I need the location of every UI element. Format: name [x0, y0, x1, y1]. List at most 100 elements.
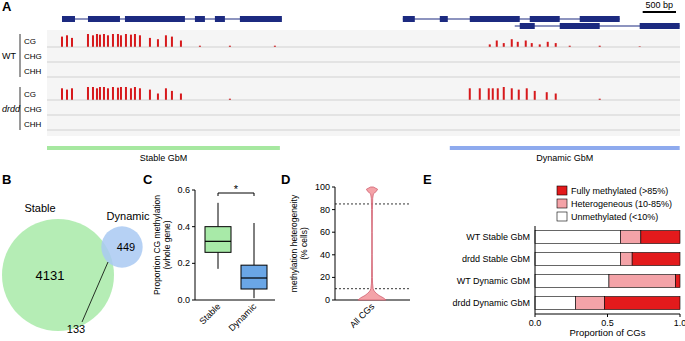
y-tick-label: WT Stable GbM: [466, 232, 530, 242]
methylation-bar: [71, 88, 73, 100]
exon: [640, 23, 680, 29]
legend-swatch: [557, 212, 567, 221]
methylation-bar: [525, 41, 527, 48]
x-axis: [195, 300, 275, 301]
whisker-low: [254, 289, 255, 298]
set-name: Stable: [24, 202, 55, 214]
methylation-bar: [112, 34, 114, 47]
y-tick-label: 0.2: [177, 258, 190, 268]
y-tick-label: 40: [320, 250, 330, 260]
methylation-bar: [149, 90, 151, 100]
exon: [530, 16, 560, 22]
methylation-bar: [96, 88, 98, 100]
region-label: Dynamic GbM: [536, 153, 593, 163]
bar-segment: [535, 297, 576, 310]
median: [205, 241, 231, 242]
bar-segment: [609, 275, 676, 288]
methylation-bar: [139, 88, 141, 100]
box: [205, 227, 231, 253]
x-tick: [535, 314, 536, 317]
y-axis-label: methylation heterogeneity: [289, 194, 299, 292]
methylation-bar: [134, 87, 136, 100]
methylation-bar: [488, 88, 490, 100]
y-tick-label: 60: [320, 227, 330, 237]
bar-segment: [621, 231, 641, 244]
y-tick: [192, 263, 195, 264]
methylation-bar: [103, 87, 105, 100]
region-label: Stable GbM: [140, 153, 188, 163]
methylation-bar: [517, 42, 519, 47]
exon: [560, 23, 600, 29]
bar-segment: [535, 253, 621, 266]
bar-segment: [641, 231, 680, 244]
context-label: CHH: [24, 120, 42, 129]
methylation-bar: [496, 41, 498, 48]
set-count: 4131: [36, 268, 65, 283]
y-tick: [192, 190, 195, 191]
track-baseline: [47, 100, 680, 101]
methylation-bar: [103, 34, 105, 47]
exon: [88, 16, 120, 22]
panel-label: C: [143, 172, 153, 187]
scale-bar-label: 500 bp: [646, 0, 674, 10]
methylation-bar: [125, 34, 127, 47]
exon: [580, 16, 620, 22]
whisker-high: [254, 223, 255, 265]
context-label: CHG: [24, 105, 42, 114]
methylation-bar: [120, 87, 122, 100]
methylation-bar: [157, 94, 159, 101]
y-axis: [195, 190, 196, 300]
legend-swatch: [557, 199, 567, 208]
methylation-bar: [546, 92, 548, 100]
methylation-bar: [92, 35, 94, 47]
methylation-bar: [99, 87, 101, 100]
methylation-bar: [117, 88, 119, 100]
methylation-bar: [61, 88, 63, 100]
tracks: [61, 34, 641, 100]
y-tick: [192, 226, 195, 227]
panel-label: D: [281, 172, 290, 187]
methylation-bar: [165, 35, 167, 47]
methylation-bar: [66, 90, 68, 100]
methylation-bar: [139, 35, 141, 47]
legend-label: Fully methylated (>85%): [571, 186, 668, 196]
methylation-bar: [180, 41, 182, 48]
methylation-bar: [511, 39, 513, 47]
methylation-bar: [171, 91, 173, 100]
methylation-bar: [518, 90, 520, 100]
sample-label: WT: [2, 51, 16, 61]
methylation-bar: [171, 37, 173, 47]
y-tick-label: 80: [320, 205, 330, 215]
bar-segment: [605, 297, 680, 310]
methylation-bar: [555, 94, 557, 101]
methylation-bar: [492, 88, 494, 100]
track-background: [47, 30, 680, 136]
y-axis-label: (whole gene): [162, 220, 172, 269]
x-tick-label: Stable: [197, 301, 222, 326]
bar-segment: [535, 275, 609, 288]
bar-segment: [576, 297, 605, 310]
y-tick: [332, 232, 335, 233]
x-axis-label: Proportion of CGs: [569, 327, 645, 338]
legend-label: Heterogeneous (10-85%): [571, 199, 672, 209]
overlap-count: 133: [67, 323, 85, 335]
y-tick-label: WT Dynamic GbM: [457, 276, 530, 286]
methylation-bar: [107, 88, 109, 100]
methylation-bar: [134, 34, 136, 47]
exon: [520, 23, 535, 29]
panel-label: E: [423, 172, 432, 187]
whisker-low: [218, 252, 219, 269]
methylation-bar: [479, 88, 481, 100]
sample-label: drdd: [2, 104, 21, 114]
x-tick-label: All CGs: [348, 301, 377, 330]
legend-label: Unmethylated (<10%): [571, 212, 658, 222]
context-label: CHG: [24, 52, 42, 61]
legend-swatch: [557, 186, 567, 195]
bar-segment: [632, 253, 680, 266]
methylation-bar: [61, 37, 63, 47]
violin: [358, 187, 386, 300]
significance: *: [234, 183, 239, 195]
venn-circle: [101, 226, 142, 267]
methylation-bar: [66, 35, 68, 47]
x-tick: [680, 314, 681, 317]
